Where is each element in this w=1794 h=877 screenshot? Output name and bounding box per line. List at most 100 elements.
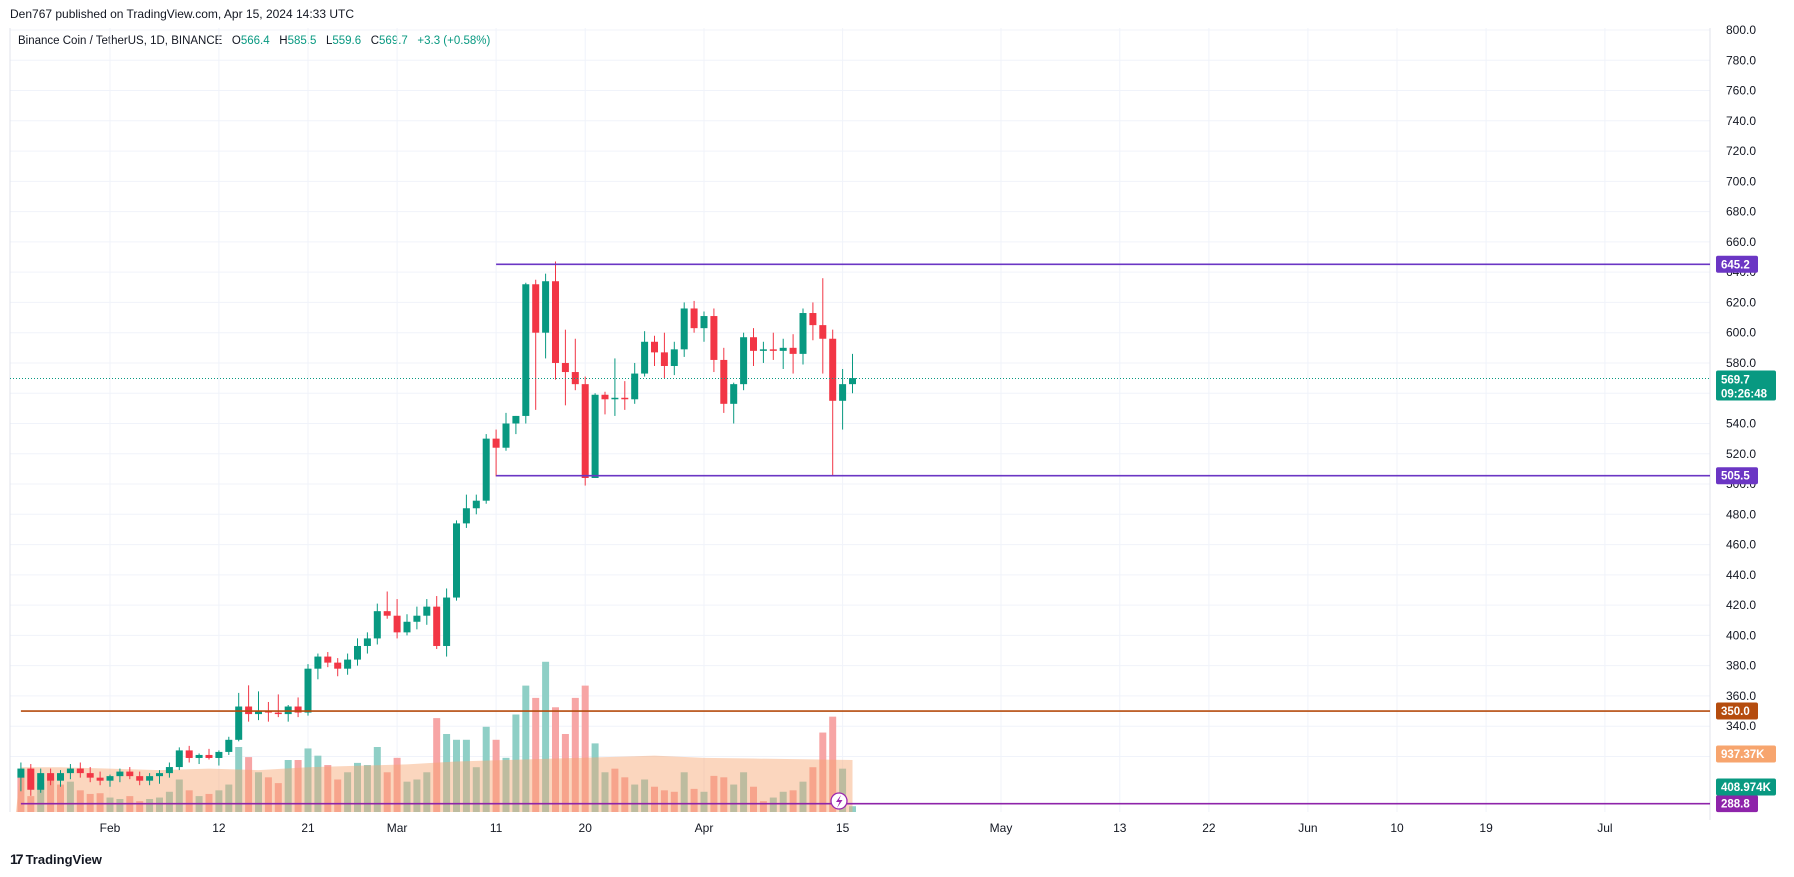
- price-tick-label: 740.0: [1726, 114, 1756, 128]
- price-tick-label: 700.0: [1726, 174, 1756, 188]
- volume-bar: [116, 799, 124, 812]
- volume-bar: [621, 777, 629, 812]
- volume-bar: [264, 777, 272, 812]
- time-tick-label: May: [990, 821, 1013, 835]
- low-label: L: [325, 35, 333, 47]
- open-label: O: [231, 35, 241, 47]
- candle-body: [581, 384, 589, 478]
- candle-body: [393, 615, 401, 633]
- candle-body: [750, 337, 757, 351]
- candle-body: [255, 711, 262, 715]
- candle-body: [591, 394, 599, 478]
- volume-bar: [37, 783, 45, 812]
- volume-bar: [255, 772, 262, 812]
- candle-body: [601, 394, 609, 400]
- tradingview-logo[interactable]: 17 TradingView: [10, 851, 102, 867]
- volume-bar: [314, 755, 322, 812]
- candle-body: [611, 397, 619, 400]
- volume-bar: [423, 772, 431, 812]
- candle-body: [829, 338, 837, 401]
- candle-body: [512, 415, 520, 424]
- time-tick-label: 21: [301, 821, 315, 835]
- price-badges: 645.2 505.5 350.0 288.8 569.7 09:26:48 937.37K…: [1716, 255, 1776, 813]
- time-tick-label: Mar: [387, 821, 408, 835]
- time-tick-label: 13: [1113, 821, 1127, 835]
- time-tick-label: Apr: [695, 821, 714, 835]
- candle-body: [720, 359, 728, 404]
- change-value: +3.3 (+0.58%): [417, 35, 491, 47]
- candle-body: [571, 372, 579, 385]
- price-tick-label: 580.0: [1726, 356, 1756, 370]
- volume-bar: [591, 743, 599, 812]
- candle-body: [670, 349, 678, 366]
- price-tick-label: 660.0: [1726, 235, 1756, 249]
- last-price-badge-text: 569.7: [1721, 375, 1750, 387]
- volume-bar: [819, 732, 827, 812]
- volume-bar: [96, 793, 104, 812]
- candle-body: [819, 325, 827, 339]
- volume-bar: [512, 714, 520, 812]
- volume-bar: [443, 734, 451, 812]
- volume-bar: [651, 786, 658, 812]
- volume-bar: [433, 718, 441, 812]
- candle-body: [660, 352, 668, 366]
- volume-bar: [611, 768, 619, 812]
- volume-bar: [215, 790, 223, 812]
- volume-bar: [76, 790, 84, 812]
- volume-bar: [156, 797, 163, 812]
- symbol-title[interactable]: Binance Coin / TetherUS, 1D, BINANCE: [18, 35, 223, 47]
- volume-bar: [720, 777, 728, 812]
- low-value: 559.6: [332, 35, 362, 47]
- candle-body: [433, 606, 441, 646]
- candle-body: [373, 611, 381, 639]
- candle-body: [789, 347, 797, 354]
- candle-body: [344, 659, 352, 669]
- volume-bar: [759, 801, 767, 812]
- lightning-icon[interactable]: [830, 792, 848, 810]
- volume-bar: [136, 801, 144, 812]
- candle-body: [641, 341, 649, 374]
- candle-body: [126, 771, 134, 777]
- volume-bar: [47, 777, 55, 812]
- price-tick-label: 720.0: [1726, 144, 1756, 158]
- volume-bar: [740, 772, 748, 812]
- volume-bar: [462, 739, 470, 812]
- candle-body: [532, 284, 540, 333]
- price-tick-label: 440.0: [1726, 568, 1756, 582]
- price-tick-label: 380.0: [1726, 659, 1756, 673]
- volume-bar: [581, 685, 589, 812]
- candle-body: [710, 316, 718, 360]
- volume-bar: [373, 747, 381, 812]
- last-price-badge-bg: [1716, 370, 1776, 401]
- symbol-legend: Binance Coin / TetherUS, 1D, BINANCE O56…: [18, 35, 490, 47]
- volume-bar: [413, 779, 421, 812]
- volume-bar: [393, 757, 401, 812]
- time-tick-label: Jun: [1298, 821, 1317, 835]
- candle-body: [66, 768, 74, 774]
- time-tick-label: 20: [579, 821, 593, 835]
- price-tick-label: 420.0: [1726, 598, 1756, 612]
- candle-body: [156, 773, 163, 777]
- volume-bar: [839, 768, 847, 812]
- horizontal-levels[interactable]: [20, 263, 1710, 805]
- volume-bar: [601, 772, 609, 812]
- candle-body: [314, 656, 322, 669]
- candle-body: [354, 645, 361, 660]
- candle-body: [730, 384, 738, 404]
- candle-body: [235, 706, 243, 740]
- volume-bar: [482, 726, 490, 812]
- tradingview-mark-icon: 17: [10, 851, 24, 867]
- price-tick-label: 340.0: [1726, 719, 1756, 733]
- price-tick-label: 780.0: [1726, 53, 1756, 67]
- volume-bar: [245, 757, 253, 812]
- candle-body: [86, 773, 94, 778]
- volume-pane: [15, 661, 856, 812]
- level-badge-text: 645.2: [1721, 259, 1750, 271]
- candle-body: [215, 751, 223, 758]
- candle-body: [621, 397, 629, 400]
- price-tick-label: 800.0: [1726, 23, 1756, 37]
- time-axis[interactable]: Feb 12 21 Mar 11 20 Apr 15 May 13 22 Jun 10 19 Jul: [100, 821, 1613, 835]
- candle-body: [96, 777, 104, 781]
- candle-body: [37, 773, 45, 790]
